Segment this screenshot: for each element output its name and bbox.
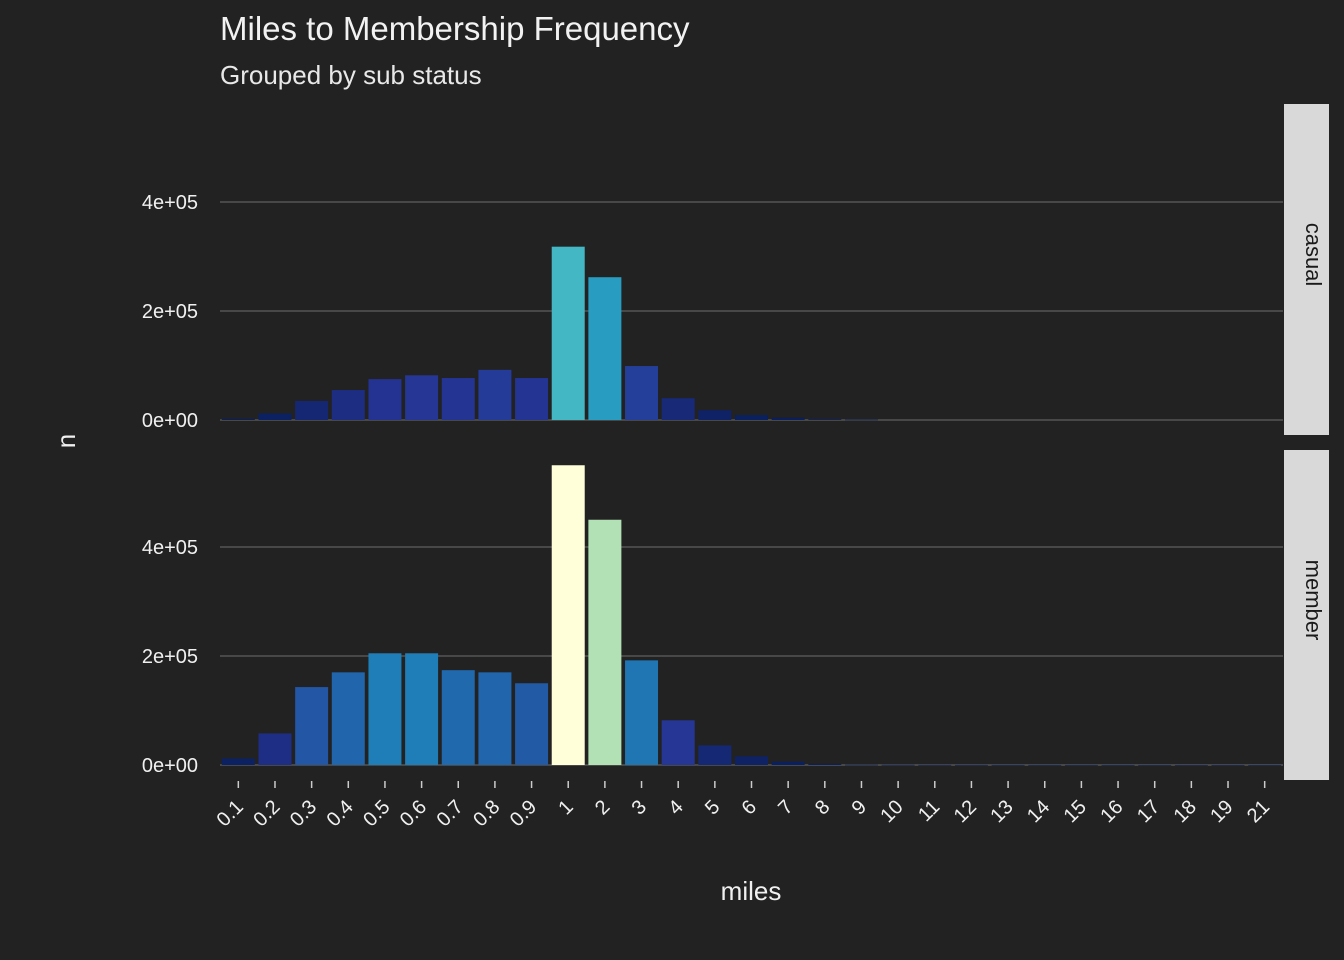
x-tick-label: 12	[950, 796, 981, 827]
bar-member-0.3	[295, 687, 329, 765]
facet-strip-casual	[1284, 104, 1329, 435]
y-tick-label: 0e+00	[142, 755, 198, 777]
bar-casual-7	[771, 417, 805, 420]
bar-member-21	[1248, 764, 1282, 766]
bar-member-3	[625, 660, 659, 765]
bar-casual-0.4	[331, 390, 365, 420]
x-tick-label: 2	[591, 796, 614, 819]
facet-strip-label: member	[1301, 560, 1326, 641]
bar-casual-0.7	[441, 378, 475, 420]
bar-member-14	[1028, 764, 1062, 766]
x-tick-label: 1	[554, 796, 577, 819]
bar-casual-0.6	[405, 375, 439, 420]
x-tick-label: 10	[876, 796, 907, 827]
bar-casual-3	[625, 366, 659, 420]
bar-member-17	[1138, 764, 1172, 766]
x-tick-label: 18	[1170, 796, 1201, 827]
y-axis-label: n	[51, 434, 81, 448]
bar-casual-0.9	[515, 378, 549, 420]
bar-casual-1	[551, 246, 585, 420]
facet-strip-label: casual	[1301, 223, 1326, 287]
bar-member-13	[991, 764, 1025, 766]
bar-member-0.5	[368, 653, 402, 765]
y-tick-label: 0e+00	[142, 410, 198, 432]
x-axis-ticks: 0.1 0.2 0.3 0.4 0.5 0.6 0.7 0.8 0.9 1 2 3 4 5 6 7 8 9 10 11…	[213, 781, 1274, 831]
y-tick-label: 2e+05	[142, 301, 198, 323]
x-tick-label: 0.3	[286, 796, 321, 831]
bar-member-5	[698, 745, 732, 765]
bar-member-6	[735, 756, 768, 765]
x-tick-label: 9	[848, 796, 871, 819]
x-tick-label: 0.6	[396, 796, 431, 831]
chart-title: Miles to Membership Frequency	[220, 10, 690, 47]
x-tick-label: 13	[986, 796, 1017, 827]
x-tick-label: 11	[914, 796, 944, 826]
bar-member-15	[1064, 764, 1098, 766]
x-tick-label: 16	[1096, 796, 1127, 827]
bar-member-0.2	[258, 733, 292, 765]
bar-casual-0.8	[478, 369, 512, 420]
bar-casual-6	[735, 415, 768, 420]
x-tick-label: 5	[701, 796, 724, 819]
bar-member-2	[588, 519, 622, 765]
bar-member-1	[551, 465, 585, 765]
bar-casual-0.1	[221, 418, 255, 420]
x-tick-label: 0.2	[249, 796, 284, 831]
bar-member-8	[808, 763, 842, 765]
x-tick-label: 15	[1060, 796, 1091, 827]
bar-member-12	[954, 764, 988, 766]
x-tick-label: 4	[664, 796, 687, 819]
bar-member-10	[881, 764, 915, 766]
bar-casual-9	[844, 419, 878, 421]
bar-member-16	[1101, 764, 1135, 766]
x-tick-label: 0.5	[359, 796, 394, 831]
x-tick-label: 19	[1206, 796, 1237, 827]
bar-member-0.4	[331, 672, 365, 765]
facet-panels: 0e+00 2e+05 4e+05 casual 0e+00 2e+05 4e+05 memb…	[142, 104, 1329, 780]
bar-member-0.7	[441, 670, 475, 765]
x-tick-label: 7	[774, 796, 797, 819]
bar-member-0.8	[478, 672, 512, 765]
x-tick-label: 0.1	[213, 796, 248, 831]
bar-casual-8	[808, 419, 842, 420]
bar-casual-0.3	[295, 400, 329, 420]
bar-casual-2	[588, 277, 622, 420]
bar-member-18	[1174, 764, 1208, 766]
bar-casual-0.2	[258, 413, 292, 420]
y-tick-label: 4e+05	[142, 192, 198, 214]
x-tick-label: 21	[1243, 796, 1274, 827]
bar-casual-4	[661, 398, 695, 420]
x-axis-label: miles	[721, 876, 782, 906]
chart-subtitle: Grouped by sub status	[220, 60, 482, 90]
bar-casual-5	[698, 410, 732, 420]
x-tick-label: 6	[738, 796, 761, 819]
bar-casual-0.5	[368, 379, 402, 420]
x-tick-label: 3	[628, 796, 651, 819]
x-tick-label: 0.7	[433, 796, 468, 831]
bar-member-0.1	[221, 758, 255, 765]
bar-member-4	[661, 720, 695, 765]
bar-member-7	[771, 761, 805, 765]
x-tick-label: 8	[811, 796, 834, 819]
bar-member-0.9	[515, 683, 549, 765]
facet-panel-member: 0e+00 2e+05 4e+05 member	[142, 450, 1329, 780]
facet-strip-member	[1284, 450, 1329, 780]
x-tick-label: 0.8	[469, 796, 504, 831]
facet-panel-casual: 0e+00 2e+05 4e+05 casual	[142, 104, 1329, 435]
x-tick-label: 17	[1133, 796, 1164, 827]
bar-member-9	[844, 764, 878, 766]
y-tick-label: 2e+05	[142, 646, 198, 668]
x-tick-label: 0.9	[506, 796, 541, 831]
bar-member-19	[1211, 764, 1245, 766]
bar-member-11	[918, 764, 952, 766]
bar-member-0.6	[405, 653, 439, 765]
x-tick-label: 14	[1023, 796, 1054, 827]
y-tick-label: 4e+05	[142, 537, 198, 559]
x-tick-label: 0.4	[323, 796, 358, 831]
